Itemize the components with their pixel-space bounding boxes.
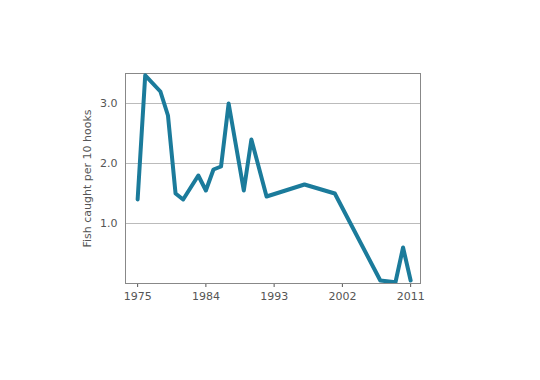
svg-text:3.0: 3.0 — [100, 97, 118, 110]
svg-text:1984: 1984 — [192, 290, 220, 303]
svg-text:1975: 1975 — [124, 290, 152, 303]
svg-text:2002: 2002 — [328, 290, 356, 303]
svg-text:Fish caught per 10 hooks: Fish caught per 10 hooks — [81, 109, 94, 247]
svg-text:1993: 1993 — [260, 290, 288, 303]
svg-text:2011: 2011 — [397, 290, 425, 303]
svg-text:1.0: 1.0 — [100, 217, 118, 230]
svg-text:2.0: 2.0 — [100, 157, 118, 170]
